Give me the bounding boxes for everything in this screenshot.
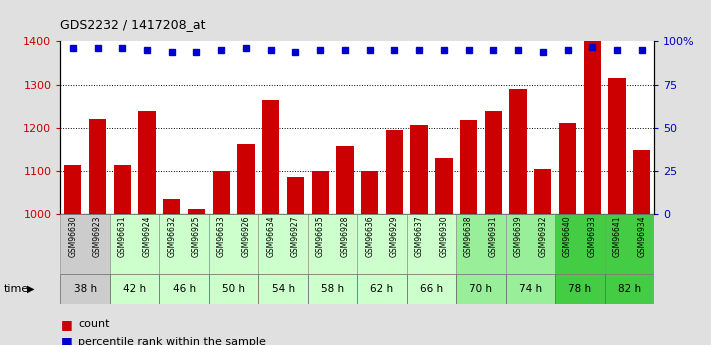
Text: GSM96934: GSM96934 [637,216,646,257]
Text: GSM96927: GSM96927 [291,216,300,257]
Text: 54 h: 54 h [272,284,294,294]
Text: GSM96933: GSM96933 [588,216,597,257]
Bar [485,111,502,214]
Bar [308,214,357,274]
Bar [460,120,477,214]
Text: ■: ■ [60,318,73,331]
Text: GDS2232 / 1417208_at: GDS2232 / 1417208_at [60,18,206,31]
Text: GSM96634: GSM96634 [266,216,275,257]
Bar [163,199,181,214]
Text: GSM96931: GSM96931 [489,216,498,257]
Bar [559,124,576,214]
Text: GSM96928: GSM96928 [341,216,349,257]
Bar [410,126,428,214]
Text: GSM96924: GSM96924 [142,216,151,257]
Bar [209,274,258,304]
Bar [213,171,230,214]
Bar [237,144,255,214]
Text: GSM96630: GSM96630 [68,216,77,257]
Bar [357,214,407,274]
Text: GSM96925: GSM96925 [192,216,201,257]
Text: 62 h: 62 h [370,284,394,294]
Text: GSM96640: GSM96640 [563,216,572,257]
Text: GSM96929: GSM96929 [390,216,399,257]
Bar [139,111,156,214]
Text: 78 h: 78 h [568,284,592,294]
Bar [64,165,82,214]
Bar [159,214,209,274]
Text: ▶: ▶ [27,284,35,294]
Text: GSM96923: GSM96923 [93,216,102,257]
Text: GSM96631: GSM96631 [118,216,127,257]
Bar [209,214,258,274]
Text: 82 h: 82 h [618,284,641,294]
Bar [357,274,407,304]
Bar [262,100,279,214]
Bar [110,274,159,304]
Bar [456,214,506,274]
Bar [534,169,552,214]
Bar [435,158,452,214]
Bar [633,150,651,214]
Text: GSM96641: GSM96641 [612,216,621,257]
Bar [506,274,555,304]
Text: time: time [4,284,29,294]
Text: GSM96926: GSM96926 [242,216,250,257]
Text: GSM96636: GSM96636 [365,216,374,257]
Bar [258,274,308,304]
Text: GSM96930: GSM96930 [439,216,449,257]
Bar [114,165,131,214]
Bar [287,177,304,214]
Bar [386,130,403,214]
Bar [188,209,205,214]
Bar [555,274,604,304]
Text: 38 h: 38 h [74,284,97,294]
Bar [509,89,527,214]
Text: GSM96632: GSM96632 [167,216,176,257]
Text: count: count [78,319,109,329]
Text: GSM96638: GSM96638 [464,216,473,257]
Bar [60,274,110,304]
Bar [407,274,456,304]
Text: ■: ■ [60,335,73,345]
Text: 74 h: 74 h [519,284,542,294]
Bar [361,171,378,214]
Text: 42 h: 42 h [123,284,146,294]
Bar [336,146,353,214]
Text: 50 h: 50 h [222,284,245,294]
Bar [456,274,506,304]
Text: 58 h: 58 h [321,284,344,294]
Text: GSM96635: GSM96635 [316,216,325,257]
Bar [604,214,654,274]
Text: GSM96639: GSM96639 [513,216,523,257]
Bar [311,171,328,214]
Bar [258,214,308,274]
Bar [584,41,601,214]
Bar [89,119,106,214]
Text: 70 h: 70 h [469,284,493,294]
Bar [609,78,626,214]
Text: GSM96932: GSM96932 [538,216,547,257]
Text: 66 h: 66 h [420,284,443,294]
Bar [506,214,555,274]
Text: GSM96637: GSM96637 [415,216,424,257]
Bar [308,274,357,304]
Text: GSM96633: GSM96633 [217,216,225,257]
Bar [159,274,209,304]
Text: percentile rank within the sample: percentile rank within the sample [78,337,266,345]
Bar [60,214,110,274]
Bar [110,214,159,274]
Bar [407,214,456,274]
Text: 46 h: 46 h [173,284,196,294]
Bar [604,274,654,304]
Bar [555,214,604,274]
